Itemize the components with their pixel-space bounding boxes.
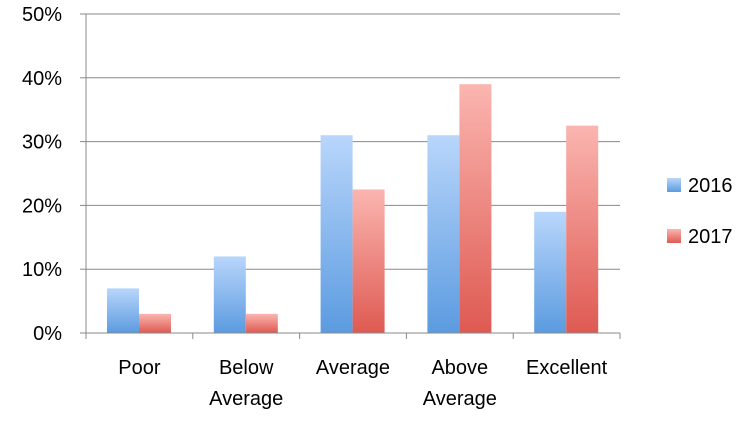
bar-2016-4 (534, 211, 567, 333)
bar-2017-1 (245, 313, 278, 333)
x-tick-label: Average (209, 388, 283, 410)
x-tick-label: Below (219, 357, 274, 379)
bar-2016-3 (427, 135, 460, 333)
y-tick-label: 0% (33, 323, 62, 345)
y-tick-label: 30% (22, 132, 62, 154)
bar-2016-0 (107, 288, 139, 333)
y-tick-label: 10% (22, 259, 62, 281)
y-tick-label: 20% (22, 195, 62, 217)
x-tick-label: Average (316, 357, 390, 379)
legend-label-2017: 2017 (688, 226, 733, 248)
gridlines (86, 13, 620, 270)
legend-swatch-2016 (667, 178, 681, 192)
bar-2016-2 (320, 135, 353, 333)
bar-2017-0 (139, 313, 171, 333)
bar-2017-2 (352, 189, 385, 333)
legend-label-2016: 2016 (688, 175, 733, 197)
bars (107, 84, 599, 334)
bar-2017-4 (566, 125, 599, 334)
legend-swatch-2017 (667, 229, 681, 243)
y-tick-label: 40% (22, 68, 62, 90)
x-tick-label: Poor (118, 357, 161, 379)
x-tick-label: Excellent (526, 357, 608, 379)
axes (80, 13, 621, 339)
bar-2017-3 (459, 84, 492, 334)
x-tick-label: Average (423, 388, 497, 410)
tick-labels: 0% 10% 20% 30% 40% 50% Poor Below Average Average… (22, 4, 608, 410)
legend: 2016 2017 (667, 175, 733, 248)
bar-2016-1 (213, 256, 246, 333)
y-tick-label: 50% (22, 4, 62, 26)
x-tick-label: Above (431, 357, 488, 379)
